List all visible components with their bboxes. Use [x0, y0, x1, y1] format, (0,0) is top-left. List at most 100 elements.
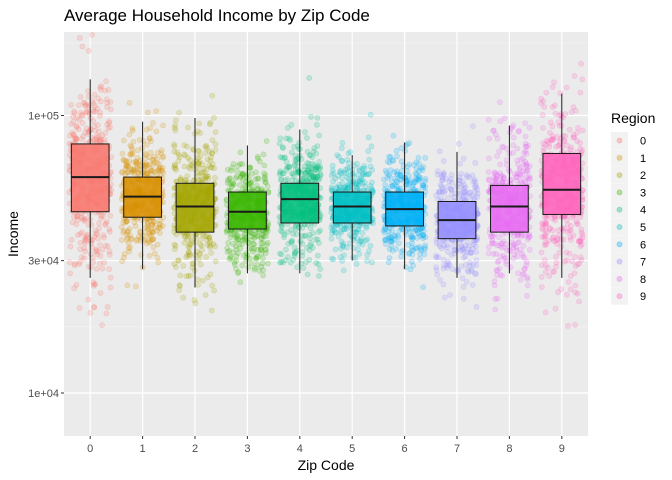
data-point	[210, 114, 217, 121]
data-point	[288, 238, 295, 245]
data-point	[287, 259, 294, 266]
data-point	[171, 162, 178, 168]
data-point	[355, 240, 362, 247]
data-point	[149, 156, 156, 163]
data-point	[203, 166, 210, 173]
data-point	[291, 244, 298, 251]
data-point	[263, 241, 270, 248]
data-point	[574, 129, 581, 136]
data-point	[302, 170, 309, 176]
data-point	[152, 169, 158, 176]
data-point	[121, 254, 127, 261]
data-point	[470, 178, 477, 185]
data-point	[353, 184, 360, 191]
data-point	[195, 172, 202, 179]
data-point	[505, 167, 512, 173]
data-point	[285, 163, 291, 170]
data-point	[436, 188, 443, 195]
data-point	[393, 177, 400, 184]
data-point	[448, 179, 455, 186]
data-point	[77, 246, 83, 252]
data-point	[540, 140, 546, 147]
data-point	[565, 322, 571, 329]
data-point	[340, 226, 347, 233]
data-point	[209, 161, 216, 167]
data-point	[226, 247, 233, 254]
data-point	[232, 243, 239, 250]
data-point	[389, 157, 396, 164]
data-point	[473, 257, 480, 263]
data-point	[459, 247, 466, 253]
data-point	[305, 166, 312, 173]
data-point	[314, 164, 320, 171]
data-point	[340, 240, 347, 247]
data-point	[78, 214, 85, 221]
data-point	[413, 165, 420, 172]
data-point	[204, 173, 211, 180]
data-point	[130, 138, 137, 145]
data-point	[159, 164, 166, 171]
data-point	[212, 243, 218, 250]
data-point	[312, 166, 319, 173]
data-point	[409, 236, 415, 242]
data-point	[302, 129, 308, 135]
legend-entry-0: 0	[611, 132, 646, 149]
data-point	[206, 234, 212, 241]
data-point	[317, 265, 324, 272]
data-point	[436, 148, 443, 155]
data-point	[199, 177, 205, 183]
data-point	[288, 149, 295, 156]
data-point	[448, 252, 455, 258]
data-point	[224, 166, 231, 173]
data-point	[464, 249, 471, 256]
data-point	[76, 116, 82, 123]
data-point	[103, 96, 110, 103]
data-point	[579, 231, 586, 238]
data-point	[420, 184, 427, 191]
data-point	[364, 236, 370, 243]
data-point	[344, 165, 351, 172]
data-point	[126, 225, 133, 232]
data-point	[80, 133, 87, 140]
data-point	[345, 184, 352, 191]
data-point	[76, 34, 83, 41]
data-point	[308, 169, 314, 176]
data-point	[77, 239, 84, 246]
data-point	[254, 246, 261, 253]
data-point	[368, 185, 375, 191]
legend-swatch	[616, 241, 623, 248]
data-point	[131, 219, 138, 226]
data-point	[576, 298, 582, 305]
data-point	[575, 124, 581, 131]
data-point	[457, 160, 463, 167]
data-point	[94, 105, 101, 112]
data-point	[304, 160, 311, 166]
data-point	[349, 179, 356, 186]
data-point	[420, 182, 427, 189]
data-point	[159, 223, 166, 229]
data-point	[405, 241, 412, 248]
data-point	[553, 143, 559, 150]
data-point	[328, 230, 335, 237]
legend-title: Region	[611, 110, 655, 126]
data-point	[339, 242, 346, 249]
data-point	[572, 289, 579, 296]
data-point	[75, 102, 82, 109]
data-point	[100, 232, 107, 239]
data-point	[307, 225, 314, 232]
data-point	[184, 143, 190, 150]
data-point	[205, 233, 212, 240]
data-point	[103, 78, 109, 84]
legend-label: 3	[640, 187, 646, 199]
data-point	[254, 261, 261, 268]
data-point	[228, 231, 235, 238]
data-point	[132, 283, 139, 290]
data-point	[128, 235, 134, 242]
data-point	[237, 174, 244, 181]
data-point	[278, 223, 285, 230]
data-point	[106, 248, 113, 255]
data-point	[187, 272, 194, 279]
data-point	[156, 161, 162, 168]
data-point	[207, 119, 214, 126]
data-point	[351, 233, 358, 240]
